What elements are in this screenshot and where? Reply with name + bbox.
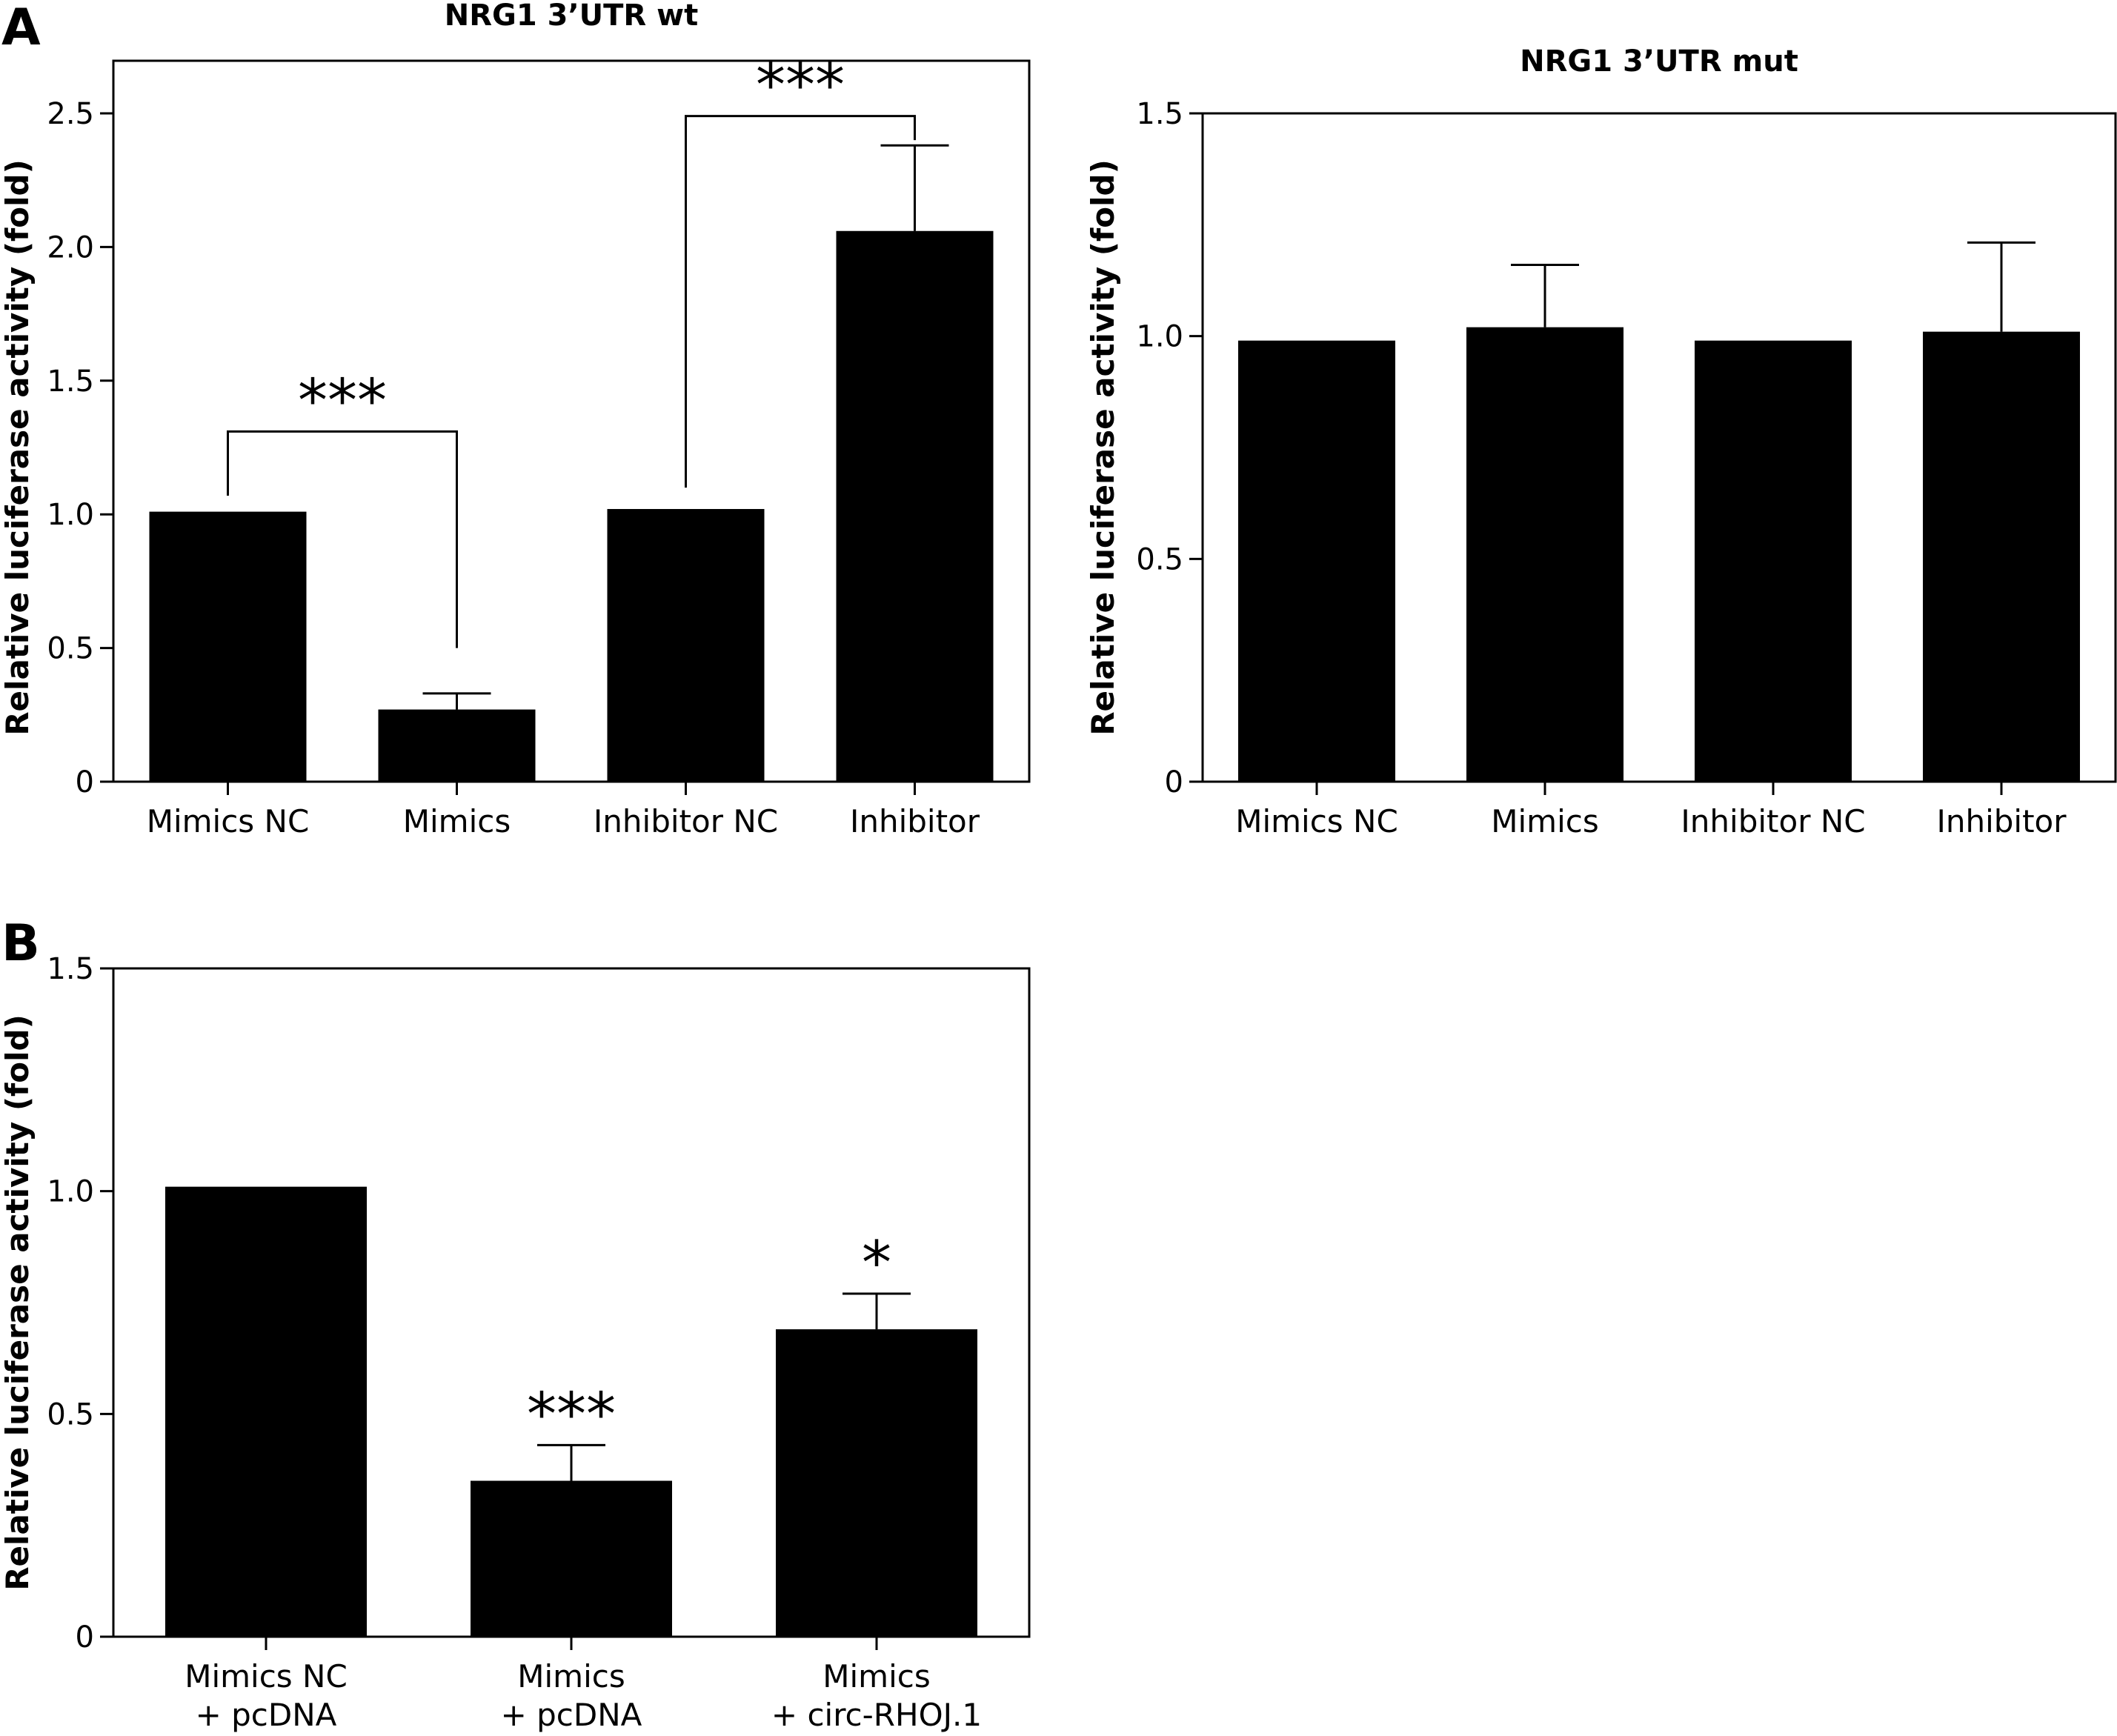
plot-frame <box>1201 112 2117 783</box>
plot-frame <box>112 59 1031 783</box>
y-tick-label: 1.5 <box>47 952 94 986</box>
y-tick-label: 1.0 <box>1136 320 1183 354</box>
bar <box>471 1480 672 1637</box>
category-label: Inhibitor <box>850 803 980 839</box>
bar <box>776 1329 977 1637</box>
y-tick-label: 1.5 <box>47 365 94 399</box>
bar <box>378 709 536 782</box>
panel-letter-b: B <box>1 914 40 973</box>
category-label: Mimics NC <box>1235 803 1398 839</box>
category-label: Mimics <box>822 1658 930 1695</box>
chart-title: NRG1 3’UTR mut <box>1520 44 1798 79</box>
bar <box>149 511 307 782</box>
chart-rescue: Relative luciferase activity (fold) 0 0.5 1… <box>0 952 1031 1733</box>
bar <box>607 508 765 782</box>
category-label: Inhibitor NC <box>594 803 778 839</box>
chart-nrg1-wt: NRG1 3’UTR wt Relative luciferase activit… <box>0 0 1031 839</box>
category-label: Mimics <box>403 803 511 839</box>
category-label: Mimics <box>517 1658 625 1695</box>
chart-nrg1-mut: NRG1 3’UTR mut Relative luciferase activi… <box>1085 44 2117 839</box>
significance-label: *** <box>298 366 387 435</box>
y-tick-label: 0 <box>76 1620 94 1654</box>
y-tick-label: 0 <box>76 765 94 799</box>
bar <box>1466 327 1624 782</box>
category-label: Mimics <box>1491 803 1598 839</box>
y-tick-label: 1.0 <box>47 1175 94 1209</box>
y-axis-label: Relative luciferase activity (fold) <box>0 159 36 736</box>
bar <box>836 230 994 782</box>
category-label: Mimics NC <box>185 1658 348 1695</box>
y-tick-label: 1.0 <box>47 498 94 532</box>
bar <box>1923 331 2080 782</box>
category-label: + circ-RHOJ.1 <box>771 1697 982 1733</box>
bar <box>1238 340 1395 782</box>
significance-label: *** <box>756 51 845 120</box>
category-label: Mimics NC <box>147 803 310 839</box>
y-axis-label: Relative luciferase activity (fold) <box>1085 159 1121 736</box>
y-tick-label: 2.0 <box>47 230 94 265</box>
panel-letter-a: A <box>1 0 41 57</box>
y-tick-label: 1.5 <box>1136 97 1183 131</box>
y-tick-label: 0.5 <box>1136 542 1183 576</box>
y-tick-label: 0 <box>1165 765 1183 799</box>
category-label: Inhibitor <box>1936 803 2067 839</box>
category-label: Inhibitor NC <box>1681 803 1865 839</box>
significance-bracket <box>227 430 458 648</box>
significance-label: * <box>862 1228 891 1297</box>
category-label: + pcDNA <box>501 1697 642 1733</box>
y-tick-label: 0.5 <box>47 1397 94 1431</box>
y-tick-label: 2.5 <box>47 97 94 131</box>
y-tick-label: 0.5 <box>47 632 94 666</box>
significance-bracket <box>685 115 916 488</box>
chart-title: NRG1 3’UTR wt <box>445 0 698 33</box>
bar <box>165 1186 367 1637</box>
significance-label: *** <box>527 1380 616 1449</box>
category-label: + pcDNA <box>196 1697 337 1733</box>
bar <box>1695 340 1852 782</box>
y-axis-label: Relative luciferase activity (fold) <box>0 1014 36 1591</box>
